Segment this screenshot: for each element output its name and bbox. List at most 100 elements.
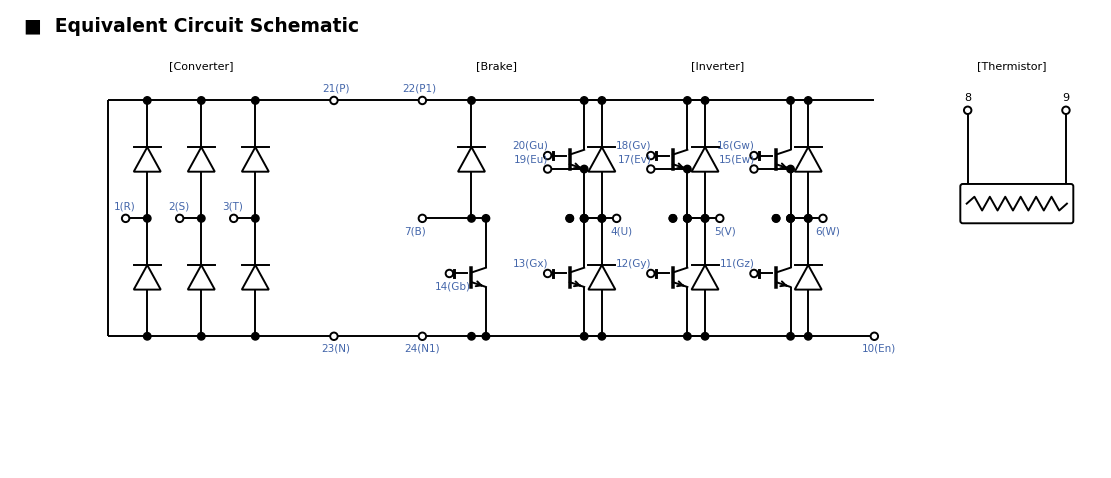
- Circle shape: [683, 215, 691, 222]
- Circle shape: [804, 215, 812, 222]
- Text: 19(Eu): 19(Eu): [514, 154, 549, 164]
- Circle shape: [230, 215, 238, 222]
- Text: 11(Gz): 11(Gz): [720, 259, 755, 269]
- Text: 12(Gy): 12(Gy): [617, 259, 652, 269]
- Circle shape: [647, 152, 654, 159]
- Circle shape: [544, 165, 551, 173]
- Text: 1(R): 1(R): [113, 202, 136, 212]
- Circle shape: [468, 97, 476, 104]
- Circle shape: [143, 97, 151, 104]
- Circle shape: [580, 215, 588, 222]
- Circle shape: [804, 333, 812, 340]
- Circle shape: [683, 97, 691, 104]
- Circle shape: [419, 97, 427, 104]
- Circle shape: [198, 97, 206, 104]
- Circle shape: [482, 215, 490, 222]
- Circle shape: [750, 165, 758, 173]
- Circle shape: [468, 333, 476, 340]
- Text: 2(S): 2(S): [168, 202, 189, 212]
- Circle shape: [669, 215, 677, 222]
- Circle shape: [544, 152, 551, 159]
- Text: 15(Ew): 15(Ew): [719, 154, 755, 164]
- Circle shape: [598, 97, 605, 104]
- Circle shape: [701, 215, 709, 222]
- Text: 3(T): 3(T): [222, 202, 243, 212]
- Circle shape: [787, 215, 794, 222]
- Text: 16(Gw): 16(Gw): [717, 141, 755, 151]
- Circle shape: [468, 215, 476, 222]
- Circle shape: [701, 333, 709, 340]
- Circle shape: [1062, 107, 1070, 114]
- Circle shape: [683, 215, 691, 222]
- Circle shape: [701, 97, 709, 104]
- Text: 6(W): 6(W): [815, 226, 840, 236]
- Circle shape: [598, 215, 605, 222]
- Circle shape: [330, 333, 338, 340]
- Text: 7(B): 7(B): [403, 226, 426, 236]
- Text: 21(P): 21(P): [322, 84, 350, 94]
- Text: 23(N): 23(N): [321, 343, 350, 353]
- Circle shape: [419, 333, 427, 340]
- Circle shape: [482, 333, 490, 340]
- Circle shape: [613, 215, 620, 222]
- Circle shape: [565, 215, 573, 222]
- Circle shape: [176, 215, 183, 222]
- Circle shape: [787, 215, 794, 222]
- Circle shape: [580, 97, 588, 104]
- Circle shape: [544, 270, 551, 277]
- Text: 24(N1): 24(N1): [404, 343, 440, 353]
- Circle shape: [787, 333, 794, 340]
- Circle shape: [819, 215, 827, 222]
- Text: [Brake]: [Brake]: [476, 61, 517, 71]
- Circle shape: [804, 215, 812, 222]
- Circle shape: [787, 215, 794, 222]
- Text: 22(P1): 22(P1): [402, 84, 437, 94]
- Text: 10(En): 10(En): [862, 343, 897, 353]
- Circle shape: [143, 215, 151, 222]
- Text: 13(Gx): 13(Gx): [513, 259, 549, 269]
- Text: 14(Gb): 14(Gb): [434, 281, 470, 291]
- Text: 4(U): 4(U): [610, 226, 632, 236]
- Circle shape: [683, 333, 691, 340]
- Text: 17(Ev): 17(Ev): [618, 154, 652, 164]
- Circle shape: [598, 215, 605, 222]
- Text: 18(Gv): 18(Gv): [617, 141, 652, 151]
- Circle shape: [251, 215, 259, 222]
- Text: [Converter]: [Converter]: [169, 61, 233, 71]
- Circle shape: [683, 215, 691, 222]
- Circle shape: [787, 165, 794, 173]
- Circle shape: [122, 215, 129, 222]
- Text: 5(V): 5(V): [714, 226, 735, 236]
- Circle shape: [717, 215, 723, 222]
- Circle shape: [251, 333, 259, 340]
- Circle shape: [598, 333, 605, 340]
- Circle shape: [787, 97, 794, 104]
- Circle shape: [198, 215, 206, 222]
- Circle shape: [446, 270, 453, 277]
- Text: 8: 8: [964, 94, 971, 104]
- Text: 20(Gu): 20(Gu): [513, 141, 549, 151]
- Circle shape: [143, 333, 151, 340]
- Text: ■  Equivalent Circuit Schematic: ■ Equivalent Circuit Schematic: [24, 17, 360, 36]
- Text: [Thermistor]: [Thermistor]: [978, 61, 1047, 71]
- Circle shape: [330, 97, 338, 104]
- Circle shape: [750, 152, 758, 159]
- Circle shape: [669, 215, 677, 222]
- Circle shape: [198, 333, 206, 340]
- Circle shape: [565, 215, 573, 222]
- Circle shape: [804, 97, 812, 104]
- Circle shape: [419, 215, 427, 222]
- Circle shape: [772, 215, 780, 222]
- Text: 9: 9: [1062, 94, 1070, 104]
- Circle shape: [580, 215, 588, 222]
- Circle shape: [647, 165, 654, 173]
- Text: [Inverter]: [Inverter]: [691, 61, 743, 71]
- Circle shape: [683, 165, 691, 173]
- Circle shape: [772, 215, 780, 222]
- Circle shape: [964, 107, 971, 114]
- Circle shape: [580, 215, 588, 222]
- Circle shape: [750, 270, 758, 277]
- Circle shape: [871, 333, 878, 340]
- Circle shape: [647, 270, 654, 277]
- Circle shape: [251, 97, 259, 104]
